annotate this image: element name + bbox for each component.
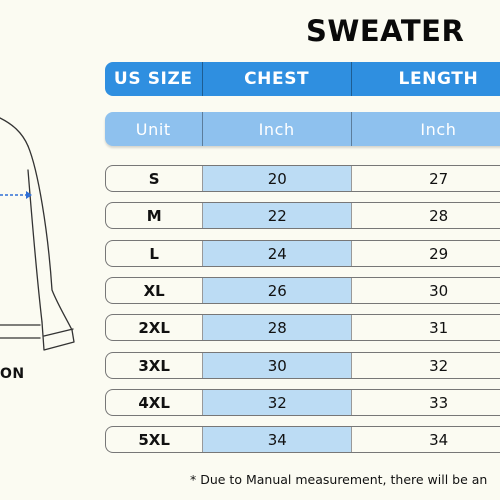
- table-row: S 20 27: [105, 165, 500, 192]
- unit-chest: Inch: [203, 112, 352, 146]
- header-chest: CHEST: [203, 62, 352, 96]
- table-row: M 22 28: [105, 202, 500, 229]
- unit-length: Inch: [420, 119, 457, 139]
- length-cell: 28: [429, 206, 449, 225]
- size-cell: L: [106, 241, 204, 266]
- chest-cell: 22: [203, 203, 353, 228]
- length-cell: 33: [429, 393, 449, 412]
- table-row: XL 26 30: [105, 277, 500, 304]
- chest-cell: 24: [203, 241, 353, 266]
- chest-cell: 20: [203, 166, 353, 191]
- size-cell: S: [106, 166, 204, 191]
- footnote: * Due to Manual measurement, there will …: [190, 472, 488, 487]
- length-cell: 30: [429, 281, 449, 300]
- chest-cell: 32: [203, 390, 353, 415]
- page-title: SWEATER: [306, 14, 465, 48]
- length-cell: 32: [429, 356, 449, 375]
- chest-cell: 28: [203, 315, 353, 340]
- header-us-size: US SIZE: [105, 62, 203, 96]
- size-chart-unit-row: Unit Inch Inch: [105, 112, 500, 146]
- size-cell: XL: [106, 278, 204, 303]
- table-row: 5XL 34 34: [105, 426, 500, 453]
- size-cell: 2XL: [106, 315, 204, 340]
- unit-label: Unit: [105, 112, 203, 146]
- table-row: 4XL 32 33: [105, 389, 500, 416]
- length-cell: 34: [429, 430, 449, 449]
- partial-label: ON: [0, 366, 25, 382]
- size-cell: 3XL: [106, 353, 204, 378]
- size-cell: M: [106, 203, 204, 228]
- table-row: L 24 29: [105, 240, 500, 267]
- chest-cell: 34: [203, 427, 353, 452]
- length-cell: 29: [429, 244, 449, 263]
- chest-cell: 30: [203, 353, 353, 378]
- size-cell: 5XL: [106, 427, 204, 452]
- size-cell: 4XL: [106, 390, 204, 415]
- length-cell: 31: [429, 318, 449, 337]
- table-row: 2XL 28 31: [105, 314, 500, 341]
- header-length: LENGTH: [398, 69, 479, 89]
- measure-arrow-icon: [0, 191, 32, 199]
- table-row: 3XL 30 32: [105, 352, 500, 379]
- size-chart-header: US SIZE CHEST LENGTH: [105, 62, 500, 96]
- length-cell: 27: [429, 169, 449, 188]
- chest-cell: 26: [203, 278, 353, 303]
- sweater-outline-icon: [0, 117, 75, 351]
